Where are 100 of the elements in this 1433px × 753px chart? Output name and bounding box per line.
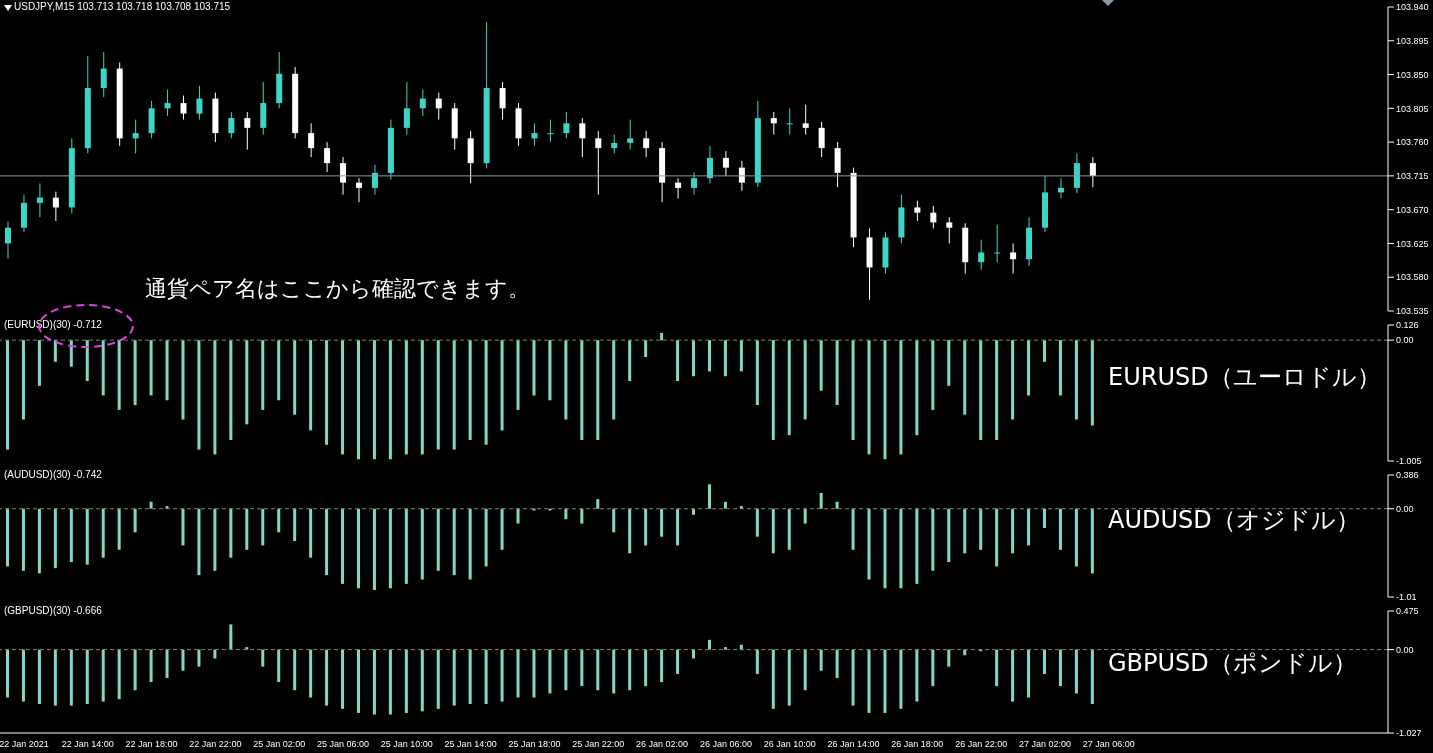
bar	[532, 649, 536, 698]
candlestick	[324, 141, 331, 173]
candlestick	[36, 182, 43, 218]
bar	[372, 649, 376, 715]
bar	[181, 649, 185, 671]
y-tick-label: 103.805	[1396, 103, 1429, 114]
bar	[1043, 508, 1047, 528]
y-tick-label: 0.475	[1396, 606, 1419, 617]
bar	[931, 508, 935, 571]
candlestick	[531, 122, 538, 147]
bar	[420, 649, 424, 712]
bar	[484, 508, 488, 567]
category-label: 25 Jan 22:00	[572, 739, 625, 750]
candlestick	[435, 92, 442, 121]
bar	[37, 649, 41, 704]
candlestick	[978, 239, 985, 271]
bar	[165, 649, 169, 679]
bar	[707, 484, 711, 509]
bar	[101, 508, 105, 558]
candlestick	[675, 177, 682, 199]
category-label: 22 Jan 18:00	[125, 739, 178, 750]
category-label: 22 Jan 2021	[0, 739, 49, 750]
bar	[500, 508, 504, 550]
bar	[420, 508, 424, 580]
candlestick	[946, 216, 953, 244]
category-label: 25 Jan 18:00	[508, 739, 561, 750]
category-label: 25 Jan 02:00	[253, 739, 306, 750]
candlestick	[355, 177, 362, 203]
bar	[771, 649, 775, 709]
y-tick-label: 0.00	[1396, 335, 1414, 346]
y-tick-label: -1.027	[1396, 728, 1422, 739]
candlestick	[930, 205, 937, 229]
category-label: 25 Jan 06:00	[316, 739, 370, 750]
bar	[899, 649, 903, 709]
bar	[771, 508, 775, 554]
bar	[37, 508, 41, 574]
bar	[947, 508, 951, 563]
bar	[628, 508, 632, 554]
candlestick	[818, 121, 825, 158]
bar	[452, 649, 456, 706]
annotation: GBPUSD（ポンドル）	[1108, 647, 1357, 679]
bar	[915, 649, 919, 702]
bar	[229, 624, 233, 650]
candlestick	[1089, 156, 1096, 188]
bar	[516, 649, 520, 698]
bar	[867, 649, 871, 713]
bar	[564, 649, 568, 691]
bar	[53, 649, 57, 706]
chart-title: (EURUSD)(30) -0.712	[4, 319, 102, 330]
bar	[325, 508, 329, 576]
bar	[851, 649, 855, 706]
chart-title: (AUDUSD)(30) -0.742	[4, 469, 102, 480]
candlestick	[308, 122, 315, 158]
candlestick	[994, 224, 1001, 263]
bar	[372, 508, 376, 591]
bar	[979, 508, 983, 550]
category-label: 26 Jan 22:00	[955, 739, 1008, 750]
bar	[452, 508, 456, 576]
bar	[883, 649, 887, 713]
bar	[612, 508, 616, 533]
bar	[676, 649, 680, 674]
candlestick	[627, 119, 634, 151]
bar	[660, 649, 664, 683]
bar	[612, 649, 616, 694]
y-tick-label: 0.386	[1396, 470, 1419, 481]
bar	[564, 508, 568, 520]
candlestick	[611, 134, 618, 154]
candlestick	[228, 111, 235, 139]
bar	[835, 649, 839, 679]
candlestick	[403, 81, 410, 136]
category-label: 22 Jan 22:00	[189, 739, 242, 750]
bar	[596, 499, 600, 509]
bar	[803, 508, 807, 524]
bar	[819, 493, 823, 509]
bar	[755, 649, 759, 674]
category-label: 27 Jan 06:00	[1082, 739, 1135, 750]
bar	[69, 508, 73, 563]
candlestick	[5, 221, 11, 259]
y-tick-label: -1.005	[1396, 456, 1422, 467]
y-tick-label: 103.850	[1396, 69, 1429, 80]
bar	[1011, 508, 1015, 554]
bar	[325, 649, 329, 706]
candlestick	[595, 130, 602, 196]
candlestick	[132, 119, 139, 154]
bar	[1074, 649, 1078, 694]
bar	[1027, 508, 1031, 546]
bar	[101, 649, 105, 702]
candlestick	[691, 171, 698, 196]
y-tick-label: 103.535	[1396, 306, 1429, 317]
category-label: 26 Jan 14:00	[827, 739, 880, 750]
bar	[851, 508, 855, 550]
category-label: 25 Jan 14:00	[444, 739, 497, 750]
bar	[787, 508, 791, 550]
bar	[692, 649, 696, 659]
candlestick	[164, 89, 171, 117]
bar	[484, 649, 488, 704]
candlestick	[770, 111, 777, 136]
bar	[133, 649, 137, 691]
bar	[117, 508, 121, 550]
candlestick	[340, 156, 347, 196]
